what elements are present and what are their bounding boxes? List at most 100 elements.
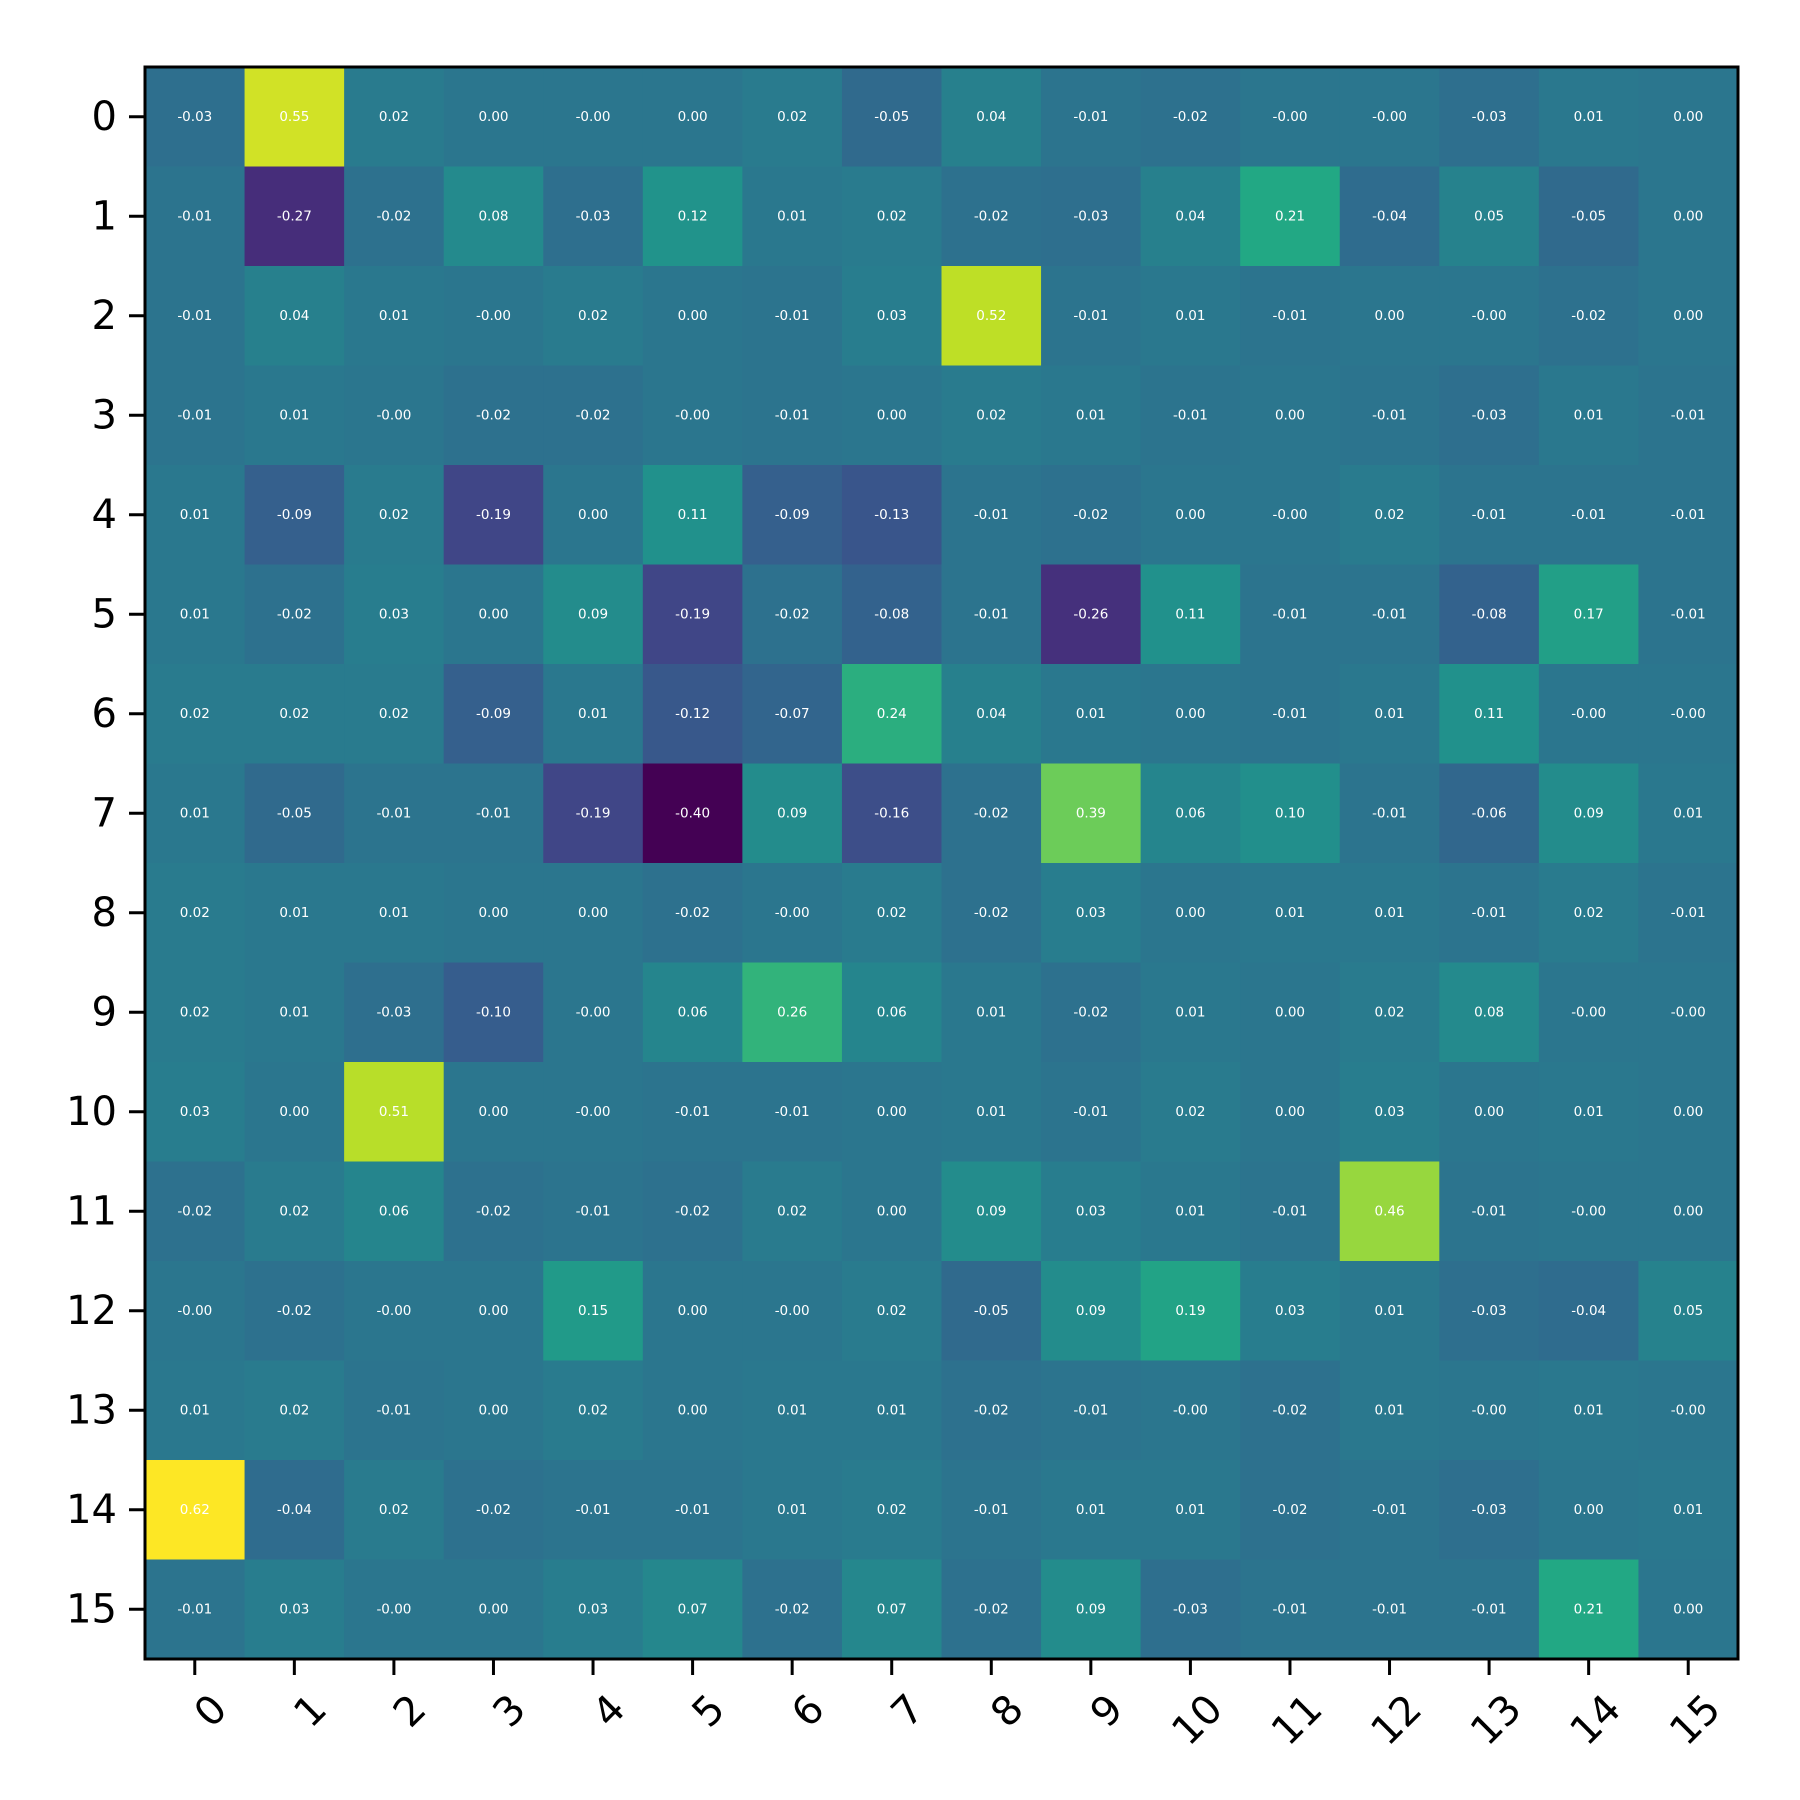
cell-value-r7-c9: 0.39: [1076, 805, 1106, 821]
heatmap-cell-r1-c7: [841, 166, 943, 267]
cell-value-r9-c1: 0.01: [279, 1004, 309, 1020]
heatmap-cell-r15-c12: [1339, 1559, 1440, 1660]
heatmap-cell-r9-c7: [841, 962, 943, 1063]
cell-value-r8-c14: 0.02: [1574, 905, 1604, 921]
heatmap-cell-r14-c4: [543, 1460, 644, 1561]
cell-value-r4-c9: -0.02: [1073, 507, 1108, 523]
cell-value-r1-c13: 0.05: [1474, 208, 1504, 224]
heatmap-cell-r4-c2: [344, 465, 445, 566]
heatmap-cell-r2-c2: [344, 266, 445, 367]
heatmap-cell-r10-c1: [244, 1062, 345, 1163]
cell-value-r0-c14: 0.01: [1574, 109, 1604, 125]
cell-value-r15-c11: -0.01: [1273, 1601, 1308, 1617]
cell-value-r14-c3: -0.02: [476, 1502, 511, 1518]
cell-value-r0-c0: -0.03: [177, 109, 212, 125]
cell-value-r6-c9: 0.01: [1076, 706, 1106, 722]
x-tick-label-14: 14: [1562, 1686, 1631, 1755]
heatmap-cell-r11-c10: [1140, 1161, 1241, 1262]
cell-value-r1-c10: 0.04: [1175, 208, 1205, 224]
cell-value-r10-c3: 0.00: [478, 1104, 508, 1120]
cell-value-r5-c5: -0.19: [675, 606, 710, 622]
cell-value-r10-c12: 0.03: [1375, 1104, 1405, 1120]
cell-value-r1-c6: 0.01: [777, 208, 807, 224]
cell-value-r4-c14: -0.01: [1571, 507, 1606, 523]
heatmap-cell-r13-c0: [145, 1360, 246, 1461]
heatmap-cell-r13-c9: [1041, 1360, 1142, 1461]
heatmap-cell-r10-c11: [1240, 1062, 1341, 1163]
heatmap-cell-r8-c7: [841, 863, 943, 964]
heatmap-cell-r15-c11: [1240, 1559, 1341, 1660]
cell-value-r5-c7: -0.08: [874, 606, 909, 622]
y-tick-label-1: 1: [92, 193, 117, 239]
cell-value-r8-c0: 0.02: [180, 905, 210, 921]
heatmap-cell-r7-c11: [1240, 763, 1341, 864]
heatmap-cell-r4-c15: [1638, 465, 1739, 566]
heatmap-cell-r5-c2: [344, 564, 445, 665]
heatmap-cell-r0-c13: [1439, 67, 1540, 168]
heatmap-cell-r2-c1: [244, 266, 345, 367]
cell-value-r3-c9: 0.01: [1076, 407, 1106, 423]
cell-value-r8-c15: -0.01: [1671, 905, 1706, 921]
cell-value-r8-c3: 0.00: [478, 905, 508, 921]
heatmap-cell-r6-c5: [642, 664, 743, 765]
cell-value-r8-c8: -0.02: [974, 905, 1009, 921]
heatmap-cell-r9-c14: [1538, 962, 1640, 1063]
heatmap-cell-r13-c7: [841, 1360, 943, 1461]
cell-value-r1-c5: 0.12: [678, 208, 708, 224]
heatmap-cell-r12-c12: [1339, 1261, 1440, 1362]
y-tick-label-8: 8: [92, 890, 117, 936]
x-tick-label-1: 1: [285, 1686, 336, 1737]
cell-value-r7-c11: 0.10: [1275, 805, 1305, 821]
cell-value-r2-c11: -0.01: [1273, 308, 1308, 324]
heatmap-cell-r10-c0: [145, 1062, 246, 1163]
cell-value-r7-c4: -0.19: [576, 805, 611, 821]
heatmap-cell-r1-c10: [1140, 166, 1241, 267]
heatmap-cell-r4-c6: [742, 465, 843, 566]
heatmap-cell-r9-c4: [543, 962, 644, 1063]
cell-value-r11-c2: 0.06: [379, 1203, 409, 1219]
cell-value-r11-c11: -0.01: [1273, 1203, 1308, 1219]
cell-value-r13-c13: -0.00: [1472, 1402, 1507, 1418]
heatmap-cell-r4-c12: [1339, 465, 1440, 566]
heatmap-cell-r0-c5: [642, 67, 743, 168]
heatmap-cell-r13-c15: [1638, 1360, 1739, 1461]
cell-value-r9-c14: -0.00: [1571, 1004, 1606, 1020]
heatmap-cell-r2-c12: [1339, 266, 1440, 367]
heatmap-cell-r3-c7: [841, 365, 943, 466]
cell-value-r11-c4: -0.01: [576, 1203, 611, 1219]
cell-value-r9-c7: 0.06: [877, 1004, 907, 1020]
heatmap-cell-r3-c4: [543, 365, 644, 466]
x-tick-label-13: 13: [1462, 1686, 1531, 1755]
heatmap-cell-r14-c0: [145, 1460, 246, 1561]
cell-value-r14-c5: -0.01: [675, 1502, 710, 1518]
x-tick-label-15: 15: [1661, 1686, 1730, 1755]
cell-value-r4-c1: -0.09: [277, 507, 312, 523]
cell-value-r14-c8: -0.01: [974, 1502, 1009, 1518]
heatmap-cell-r1-c8: [941, 166, 1042, 267]
heatmap-cell-r10-c5: [642, 1062, 743, 1163]
x-tick-label-6: 6: [783, 1686, 834, 1737]
heatmap-cell-r15-c0: [145, 1559, 246, 1660]
heatmap-cell-r5-c6: [742, 564, 843, 665]
cell-value-r13-c1: 0.02: [279, 1402, 309, 1418]
cell-value-r15-c13: -0.01: [1472, 1601, 1507, 1617]
cell-value-r7-c15: 0.01: [1673, 805, 1703, 821]
heatmap-cell-r8-c15: [1638, 863, 1739, 964]
cell-value-r1-c7: 0.02: [877, 208, 907, 224]
heatmap-cell-r6-c10: [1140, 664, 1241, 765]
heatmap-cell-r2-c5: [642, 266, 743, 367]
cell-value-r2-c4: 0.02: [578, 308, 608, 324]
y-tick-label-13: 13: [66, 1387, 117, 1433]
heatmap-cell-r8-c4: [543, 863, 644, 964]
heatmap-cell-r8-c5: [642, 863, 743, 964]
cell-value-r14-c2: 0.02: [379, 1502, 409, 1518]
cell-value-r11-c15: 0.00: [1673, 1203, 1703, 1219]
heatmap-cell-r10-c14: [1538, 1062, 1640, 1163]
cell-value-r5-c1: -0.02: [277, 606, 312, 622]
heatmap-cell-r1-c14: [1538, 166, 1640, 267]
heatmap-cell-r0-c1: [244, 67, 345, 168]
heatmap-cell-r8-c3: [443, 863, 544, 964]
cell-value-r7-c2: -0.01: [376, 805, 411, 821]
x-tick-label-8: 8: [982, 1686, 1033, 1737]
y-tick-label-11: 11: [66, 1188, 117, 1234]
